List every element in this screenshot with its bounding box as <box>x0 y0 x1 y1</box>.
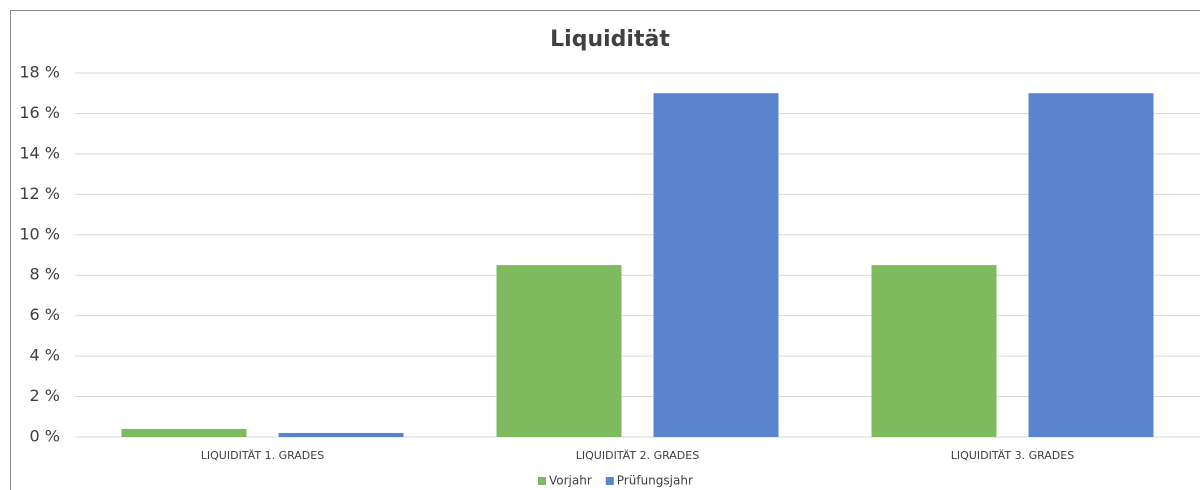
bar <box>653 93 779 437</box>
chart-title: Liquidität <box>550 27 670 52</box>
y-tick-label: 4 % <box>30 346 60 365</box>
bar <box>278 432 404 437</box>
bar <box>1028 93 1154 437</box>
y-tick-label: 0 % <box>30 427 60 446</box>
x-tick-label: LIQUIDITÄT 1. GRADES <box>201 449 324 462</box>
y-tick-label: 16 % <box>19 103 60 122</box>
y-tick-label: 14 % <box>19 143 60 162</box>
x-tick-label: LIQUIDITÄT 3. GRADES <box>951 449 1074 462</box>
legend-swatch <box>605 477 614 485</box>
y-tick-label: 2 % <box>30 386 60 405</box>
y-tick-label: 8 % <box>30 265 60 284</box>
legend-label: Prüfungsjahr <box>617 474 693 488</box>
y-tick-label: 12 % <box>19 184 60 203</box>
bar <box>121 428 247 437</box>
x-tick-label: LIQUIDITÄT 2. GRADES <box>576 449 699 462</box>
legend-swatch <box>538 477 546 485</box>
bar <box>871 265 997 437</box>
legend-label: Vorjahr <box>549 474 592 488</box>
y-tick-label: 6 % <box>30 305 60 324</box>
y-tick-label: 10 % <box>19 224 60 243</box>
bar <box>496 265 622 437</box>
y-tick-label: 18 % <box>19 63 60 82</box>
